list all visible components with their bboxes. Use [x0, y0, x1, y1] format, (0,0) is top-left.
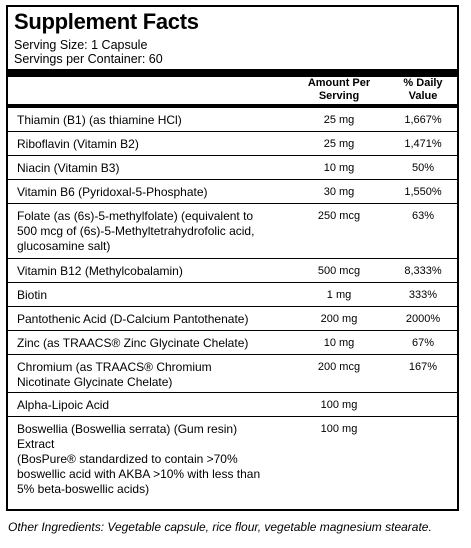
amount-per-serving-header: Amount Per Serving	[307, 77, 371, 102]
table-row: Zinc (as TRAACS® Zinc Glycinate Chelate)…	[8, 331, 457, 355]
nutrient-name-line: (BosPure® standardized to contain >70%	[17, 452, 238, 466]
table-row: Alpha-Lipoic Acid 100 mg	[8, 393, 457, 417]
daily-value-percent: 1,550%	[404, 186, 442, 198]
nutrient-name: Alpha-Lipoic Acid	[17, 398, 283, 413]
nutrient-name: Pantothenic Acid (D-Calcium Pantothenate…	[17, 312, 283, 327]
daily-value-percent: 63%	[411, 210, 435, 222]
nutrient-name-line: Boswellia (Boswellia serrata) (Gum resin…	[17, 422, 238, 436]
nutrient-name-line: 500 mcg of (6s)-5-Methyltetrahydrofolic …	[17, 224, 255, 238]
amount-per-serving: 10 mg	[323, 162, 355, 174]
daily-value-percent: 50%	[411, 162, 435, 174]
table-row: Vitamin B6 (Pyridoxal-5-Phosphate) 30 mg 1…	[8, 180, 457, 204]
amount-per-serving: 100 mg	[320, 423, 358, 435]
panel-title: Supplement Facts	[14, 9, 199, 34]
other-ingredients: Other Ingredients: Vegetable capsule, ri…	[8, 520, 432, 534]
amount-per-serving: 1 mg	[326, 289, 352, 301]
amount-per-serving: 30 mg	[323, 186, 355, 198]
amount-per-serving: 25 mg	[323, 114, 355, 126]
table-row: Folate (as (6s)-5-methylfolate) (equival…	[8, 204, 457, 259]
nutrient-name-line: Zinc (as TRAACS® Zinc Glycinate Chelate)	[17, 336, 249, 350]
amount-per-serving: 200 mcg	[317, 361, 361, 373]
nutrient-name: Vitamin B6 (Pyridoxal-5-Phosphate)	[17, 185, 283, 200]
amount-per-serving: 25 mg	[323, 138, 355, 150]
nutrient-name-line: Biotin	[17, 288, 48, 302]
supplement-facts-panel: Supplement Facts Serving Size: 1 Capsule…	[6, 5, 459, 511]
daily-value-percent: 1,471%	[404, 138, 442, 150]
daily-value-percent: 1,667%	[404, 114, 442, 126]
daily-value-percent: 2000%	[405, 313, 441, 325]
amount-per-serving: 250 mcg	[317, 210, 361, 222]
daily-value-percent: 333%	[408, 289, 438, 301]
amount-per-serving: 200 mg	[320, 313, 358, 325]
amount-per-serving: 100 mg	[320, 399, 358, 411]
nutrient-name-line: 5% beta-boswellic acids)	[17, 482, 150, 496]
nutrient-name-line: Alpha-Lipoic Acid	[17, 398, 110, 412]
daily-value-header: % Daily Value	[403, 77, 443, 102]
amount-per-serving: 500 mcg	[317, 265, 361, 277]
table-row: Riboflavin (Vitamin B2) 25 mg 1,471%	[8, 132, 457, 156]
table-row: Chromium (as TRAACS® Chromium Nicotinate …	[8, 355, 457, 393]
table-row: Niacin (Vitamin B3) 10 mg 50%	[8, 156, 457, 180]
nutrient-name-line: Riboflavin (Vitamin B2)	[17, 137, 139, 151]
nutrient-name: Chromium (as TRAACS® Chromium Nicotinate …	[17, 360, 283, 390]
daily-value-percent: 67%	[411, 337, 435, 349]
table-row: Thiamin (B1) (as thiamine HCl) 25 mg 1,667…	[8, 108, 457, 132]
table-row: Vitamin B12 (Methylcobalamin) 500 mcg 8,33…	[8, 259, 457, 283]
nutrient-name: Zinc (as TRAACS® Zinc Glycinate Chelate)	[17, 336, 283, 351]
amount-per-serving: 10 mg	[323, 337, 355, 349]
nutrient-name-line: Nicotinate Glycinate Chelate)	[17, 375, 173, 389]
nutrient-name: Boswellia (Boswellia serrata) (Gum resin…	[17, 422, 283, 497]
nutrient-name: Riboflavin (Vitamin B2)	[17, 137, 283, 152]
nutrient-name: Vitamin B12 (Methylcobalamin)	[17, 264, 283, 279]
nutrient-name-line: Niacin (Vitamin B3)	[17, 161, 120, 175]
table-row: Biotin 1 mg 333%	[8, 283, 457, 307]
nutrient-name-line: glucosamine salt)	[17, 239, 111, 253]
servings-per-container: Servings per Container: 60	[14, 52, 163, 66]
table-row: Boswellia (Boswellia serrata) (Gum resin…	[8, 417, 457, 510]
nutrient-name: Niacin (Vitamin B3)	[17, 161, 283, 176]
daily-value-percent: 167%	[408, 361, 438, 373]
nutrient-name-line: Extract	[17, 437, 55, 451]
nutrient-name: Folate (as (6s)-5-methylfolate) (equival…	[17, 209, 283, 254]
serving-size: Serving Size: 1 Capsule	[14, 38, 148, 52]
nutrient-name: Thiamin (B1) (as thiamine HCl)	[17, 113, 283, 128]
daily-value-percent: 8,333%	[404, 265, 442, 277]
nutrient-name-line: Folate (as (6s)-5-methylfolate) (equival…	[17, 209, 254, 223]
table-row: Pantothenic Acid (D-Calcium Pantothenate…	[8, 307, 457, 331]
nutrient-name-line: Vitamin B6 (Pyridoxal-5-Phosphate)	[17, 185, 208, 199]
thick-divider	[8, 69, 457, 77]
nutrient-name-line: Thiamin (B1) (as thiamine HCl)	[17, 113, 182, 127]
nutrient-name-line: boswellic acid with AKBA >10% with less …	[17, 467, 261, 481]
header-divider	[8, 104, 457, 108]
nutrient-name-line: Chromium (as TRAACS® Chromium	[17, 360, 212, 374]
nutrient-name: Biotin	[17, 288, 283, 303]
nutrient-name-line: Pantothenic Acid (D-Calcium Pantothenate…	[17, 312, 249, 326]
nutrient-name-line: Vitamin B12 (Methylcobalamin)	[17, 264, 183, 278]
